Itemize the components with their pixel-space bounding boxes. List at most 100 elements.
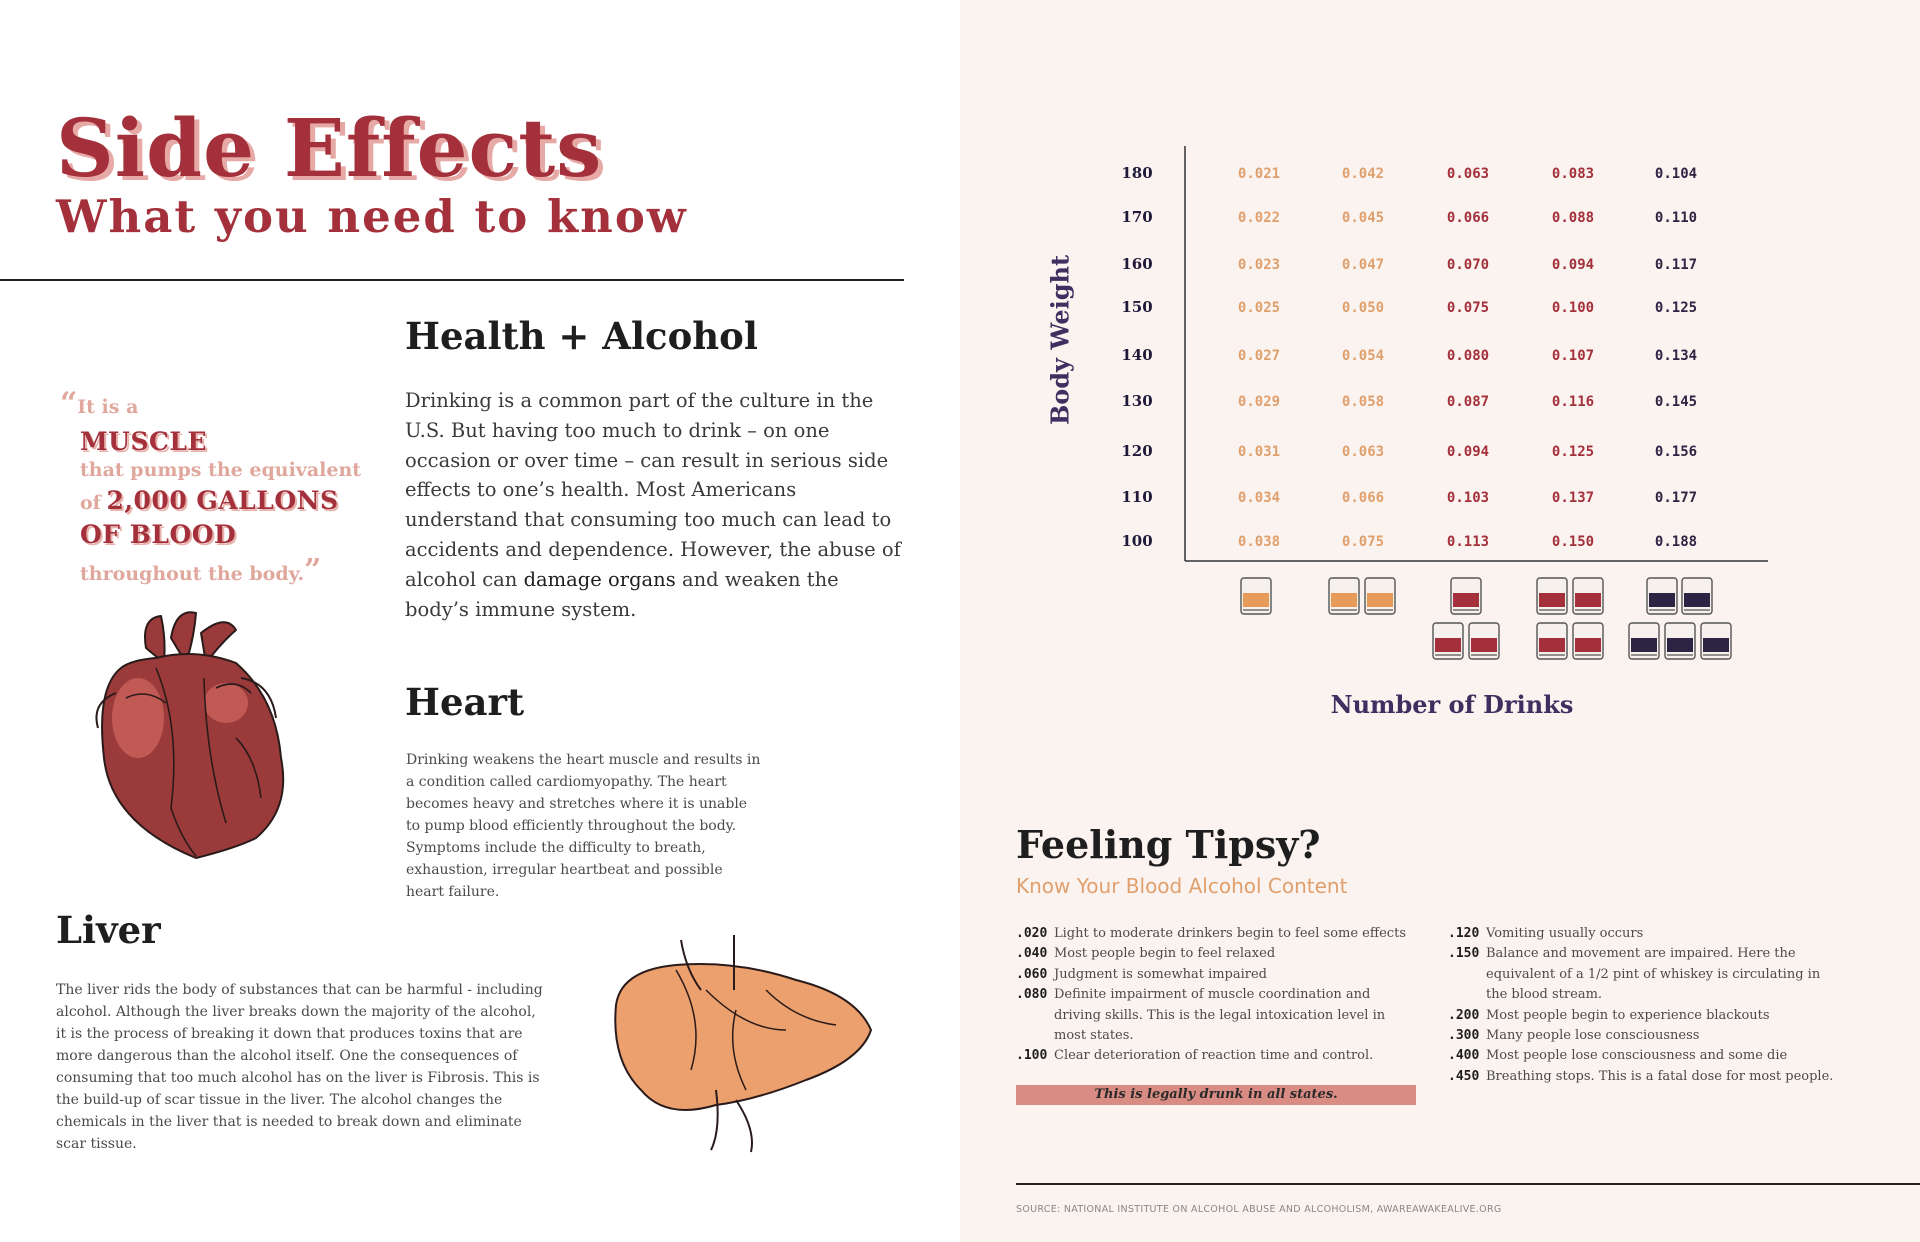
weight-tick-label: 150 (1121, 298, 1152, 316)
drink-glass-icon (1364, 577, 1396, 615)
bac-level-code: .020 (1016, 926, 1048, 941)
bac-value-cell: 0.021 (1238, 166, 1280, 182)
bac-list-item: .400 Most people lose consciousness and s… (1448, 1046, 1838, 1066)
drink-glass-icon (1681, 577, 1713, 615)
bac-value-cell: 0.103 (1447, 490, 1489, 506)
liver-illustration (614, 935, 872, 1153)
bac-chart: 180 0.021 0.042 0.063 0.083 0.104 170 0.022 0.04… (1121, 146, 1768, 660)
bac-value-cell: 0.034 (1238, 490, 1280, 506)
liver-body: The liver rids the body of substances th… (56, 982, 543, 1152)
bac-level-description: Breathing stops. This is a fatal dose fo… (1486, 1068, 1834, 1084)
bac-value-cell: 0.125 (1552, 444, 1594, 460)
bac-value-cell: 0.083 (1552, 166, 1594, 182)
bac-level-code: .120 (1448, 926, 1480, 941)
drink-glass-icon (1572, 622, 1604, 660)
page-title: Side Effects (56, 101, 603, 195)
health-body-text: and weaken the body’s immune system. (405, 567, 839, 621)
drink-glass-icon (1572, 577, 1604, 615)
bac-level-code: .200 (1448, 1007, 1480, 1023)
bac-level-code: .150 (1448, 946, 1480, 962)
bac-value-cell: 0.066 (1342, 490, 1384, 506)
bac-list-item: .060 Judgment is somewhat impaired (1016, 965, 1416, 985)
bac-value-cell: 0.054 (1342, 348, 1384, 364)
bac-value-cell: 0.094 (1552, 257, 1594, 273)
bac-value-cell: 0.156 (1655, 444, 1697, 460)
bac-level-description: Many people lose consciousness (1486, 1028, 1700, 1044)
drink-glass-icon (1536, 622, 1568, 660)
heart-body: Drinking weakens the heart muscle and re… (406, 752, 761, 900)
bac-level-code: .100 (1016, 1048, 1048, 1064)
quote-line: throughout the body. (80, 563, 305, 586)
bac-list-item: .150 Balance and movement are impaired. H… (1448, 944, 1838, 1005)
bac-value-cell: 0.063 (1342, 444, 1384, 460)
bac-level-description: Most people lose consciousness and some … (1486, 1048, 1788, 1064)
bac-list-item: .100 Clear deterioration of reaction time… (1016, 1046, 1416, 1066)
bac-value-cell: 0.188 (1655, 534, 1697, 550)
bac-value-cell: 0.100 (1552, 300, 1594, 316)
quote-close-mark: ” (304, 553, 322, 589)
bac-value-cell: 0.058 (1342, 394, 1384, 410)
bac-value-cell: 0.150 (1552, 534, 1594, 550)
bac-level-code: .300 (1448, 1028, 1480, 1044)
drink-glass-icon (1450, 577, 1482, 615)
bac-value-cell: 0.025 (1238, 300, 1280, 316)
bac-level-description: Judgment is somewhat impaired (1054, 966, 1268, 982)
bac-value-cell: 0.066 (1447, 210, 1489, 226)
health-heading: Health + Alcohol (405, 314, 758, 358)
drink-glass-icon (1700, 622, 1732, 660)
bac-value-cell: 0.050 (1342, 300, 1384, 316)
quote-line: It is a (77, 396, 139, 418)
drink-glass-icon (1664, 622, 1696, 660)
bac-value-cell: 0.031 (1238, 444, 1280, 460)
bac-value-cell: 0.070 (1447, 257, 1489, 273)
bac-list-left: .020 Light to moderate drinkers begin to … (1016, 924, 1416, 1067)
quote-emphasis: MUSCLE (80, 426, 208, 456)
bac-level-description: Light to moderate drinkers begin to feel… (1054, 926, 1406, 941)
bac-level-code: .040 (1016, 946, 1048, 962)
liver-heading: Liver (56, 908, 161, 952)
chart-x-axis-label: Number of Drinks (1330, 690, 1574, 719)
bac-value-cell: 0.087 (1447, 394, 1489, 410)
bac-value-cell: 0.088 (1552, 210, 1594, 226)
bac-value-cell: 0.022 (1238, 210, 1280, 226)
health-body-text: Drinking is a common part of the culture… (405, 389, 901, 591)
bac-value-cell: 0.125 (1655, 300, 1697, 316)
bac-value-cell: 0.042 (1342, 166, 1384, 182)
bac-value-cell: 0.063 (1447, 166, 1489, 182)
drink-glass-icon (1328, 577, 1360, 615)
bac-value-cell: 0.023 (1238, 257, 1280, 273)
weight-tick-label: 160 (1121, 255, 1152, 273)
bac-value-cell: 0.113 (1447, 534, 1489, 550)
left-page: Side Effects What you need to know “It i… (0, 101, 904, 1153)
weight-tick-label: 110 (1121, 488, 1152, 506)
weight-tick-label: 120 (1121, 442, 1152, 460)
bac-value-cell: 0.080 (1447, 348, 1489, 364)
bac-value-cell: 0.145 (1655, 394, 1697, 410)
bac-value-cell: 0.177 (1655, 490, 1697, 506)
footer-divider (1016, 1183, 1920, 1185)
health-body-bold: damage organs (523, 567, 676, 591)
bac-value-cell: 0.110 (1655, 210, 1697, 226)
bac-value-cell: 0.134 (1655, 348, 1697, 364)
drink-glass-icon (1468, 622, 1500, 660)
drink-glass-icon (1432, 622, 1464, 660)
bac-value-cell: 0.117 (1655, 257, 1697, 273)
weight-tick-label: 130 (1121, 392, 1152, 410)
drink-glass-icon (1646, 577, 1678, 615)
quote-emphasis: 2,000 GALLONS (106, 485, 339, 515)
bac-list-item: .080 Definite impairment of muscle coordi… (1016, 985, 1416, 1046)
bac-value-cell: 0.027 (1238, 348, 1280, 364)
bac-level-code: .450 (1448, 1068, 1480, 1084)
quote-open-mark: “ (60, 386, 78, 421)
bac-level-code: .060 (1016, 966, 1048, 982)
weight-tick-label: 140 (1121, 346, 1152, 364)
bac-level-code: .080 (1016, 987, 1048, 1003)
drink-glass-icon (1628, 622, 1660, 660)
bac-value-cell: 0.075 (1342, 534, 1384, 550)
bac-value-cell: 0.116 (1552, 394, 1594, 410)
weight-tick-label: 170 (1121, 208, 1152, 226)
bac-list-right: .120 Vomiting usually occurs .150 Balance a… (1448, 924, 1838, 1087)
bac-value-cell: 0.104 (1655, 166, 1697, 182)
bac-value-cell: 0.038 (1238, 534, 1280, 550)
tipsy-heading: Feeling Tipsy? (1016, 822, 1321, 867)
